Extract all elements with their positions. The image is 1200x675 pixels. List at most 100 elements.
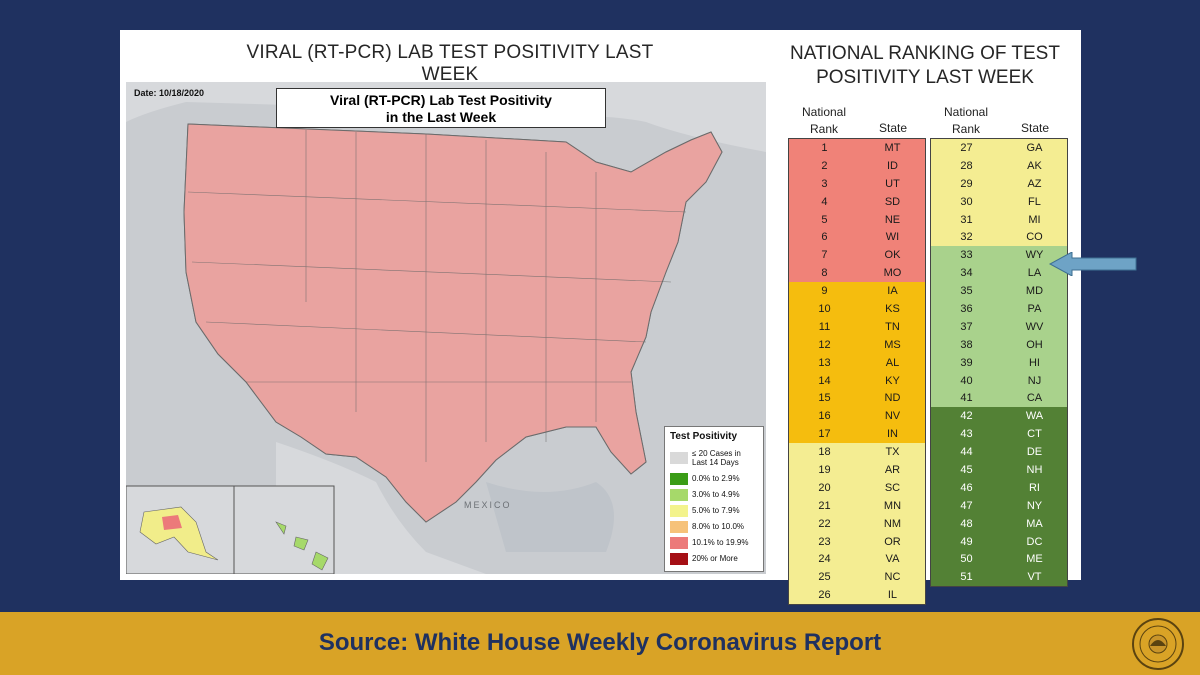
rank-cell: 36 bbox=[960, 302, 973, 315]
state-cell: AR bbox=[884, 463, 901, 476]
ranking-rows: 27 GA 28 AK 29 AZ 30 FL 31 MI 32 CO 33 WY 34 LA 35 MD 36 PA… bbox=[930, 138, 1068, 588]
state-cell: RI bbox=[1028, 481, 1040, 494]
rank-cell: 38 bbox=[960, 338, 973, 351]
ranking-row: 40 NJ bbox=[931, 371, 1067, 390]
state-cell: MS bbox=[884, 338, 901, 351]
state-cell: MN bbox=[883, 499, 902, 512]
ranking-row: 9 IA bbox=[789, 282, 925, 301]
ranking-row: 44 DE bbox=[931, 443, 1067, 462]
positivity-map: Date: 10/18/2020 Viral (RT-PCR) Lab Test… bbox=[126, 82, 766, 574]
footer-bar: Source: White House Weekly Coronavirus R… bbox=[0, 612, 1200, 675]
legend-label: ≤ 20 Cases in Last 14 Days bbox=[692, 449, 741, 467]
legend-item: ≤ 20 Cases in Last 14 Days bbox=[670, 446, 758, 470]
map-inner-title-line2: in the Last Week bbox=[385, 109, 497, 125]
rank-cell: 2 bbox=[821, 159, 828, 172]
rank-cell: 44 bbox=[960, 446, 973, 459]
legend-item: 0.0% to 2.9% bbox=[670, 471, 758, 486]
rank-cell: 50 bbox=[960, 553, 973, 566]
state-cell: DC bbox=[1026, 535, 1043, 548]
ranking-row: 50 ME bbox=[931, 550, 1067, 569]
ranking-table-right: National Rank State 27 GA 28 AK 29 AZ 30 FL 31 MI… bbox=[930, 104, 1068, 588]
rank-cell: 33 bbox=[960, 249, 973, 262]
ranking-row: 35 MD bbox=[931, 282, 1067, 301]
state-cell: NJ bbox=[1027, 374, 1042, 387]
state-cell: MI bbox=[1028, 213, 1041, 226]
legend-label: 5.0% to 7.9% bbox=[692, 506, 740, 515]
rank-cell: 9 bbox=[821, 285, 828, 298]
content-panel: VIRAL (RT-PCR) LAB TEST POSITIVITY LAST … bbox=[120, 30, 1081, 606]
state-cell: SC bbox=[884, 481, 901, 494]
rank-cell: 47 bbox=[960, 499, 973, 512]
state-cell: WY bbox=[1025, 249, 1044, 262]
ranking-row: 2 ID bbox=[789, 156, 925, 175]
ranking-row: 14 KY bbox=[789, 371, 925, 390]
rank-cell: 48 bbox=[960, 517, 973, 530]
legend-label: 3.0% to 4.9% bbox=[692, 490, 740, 499]
ranking-header: National Rank State bbox=[788, 104, 926, 138]
ranking-row: 42 WA bbox=[931, 407, 1067, 426]
state-cell: VA bbox=[885, 553, 900, 566]
rank-cell: 20 bbox=[818, 481, 831, 494]
state-cell: UT bbox=[885, 177, 900, 190]
state-cell: MO bbox=[883, 267, 902, 280]
state-cell: IL bbox=[887, 589, 898, 602]
rank-cell: 23 bbox=[818, 535, 831, 548]
state-cell: CT bbox=[1027, 428, 1042, 441]
header-state: State bbox=[1020, 121, 1050, 135]
ranking-row: 39 HI bbox=[931, 353, 1067, 372]
rank-cell: 51 bbox=[960, 571, 973, 584]
ranking-row: 4 SD bbox=[789, 192, 925, 211]
rank-cell: 18 bbox=[818, 446, 831, 459]
header-state: State bbox=[878, 121, 908, 135]
state-cell: OH bbox=[1026, 338, 1043, 351]
rank-cell: 13 bbox=[818, 356, 831, 369]
legend-swatch bbox=[670, 452, 688, 464]
state-cell: GA bbox=[1026, 141, 1043, 154]
ranking-row: 32 CO bbox=[931, 228, 1067, 247]
rank-cell: 6 bbox=[821, 231, 828, 244]
state-cell: CO bbox=[1026, 231, 1043, 244]
state-cell: VT bbox=[1027, 571, 1042, 584]
rank-cell: 11 bbox=[818, 320, 831, 333]
state-cell: ND bbox=[884, 392, 901, 405]
rank-cell: 7 bbox=[821, 249, 828, 262]
legend-item: 5.0% to 7.9% bbox=[670, 503, 758, 518]
ranking-row: 49 DC bbox=[931, 532, 1067, 551]
state-cell: MA bbox=[1026, 517, 1043, 530]
ranking-row: 7 OK bbox=[789, 246, 925, 265]
rank-cell: 31 bbox=[960, 213, 973, 226]
ranking-row: 36 PA bbox=[931, 300, 1067, 318]
rank-cell: 32 bbox=[960, 231, 973, 244]
map-legend: Test Positivity ≤ 20 Cases in Last 14 Da… bbox=[664, 426, 764, 572]
state-cell: WV bbox=[1025, 320, 1044, 333]
state-cell: MT bbox=[884, 141, 901, 154]
state-cell: AL bbox=[885, 356, 900, 369]
state-cell: OR bbox=[884, 535, 901, 548]
ranking-row: 24 VA bbox=[789, 550, 925, 569]
ranking-header: National Rank State bbox=[930, 104, 1068, 138]
state-cell: KY bbox=[885, 374, 900, 387]
ranking-row: 18 TX bbox=[789, 443, 925, 462]
legend-label: 8.0% to 10.0% bbox=[692, 522, 745, 531]
ranking-row: 17 IN bbox=[789, 425, 925, 444]
ranking-row: 51 VT bbox=[931, 568, 1067, 587]
state-cell: TX bbox=[885, 446, 900, 459]
legend-swatch bbox=[670, 520, 688, 533]
rank-cell: 8 bbox=[821, 267, 828, 280]
legend-label: 10.1% to 19.9% bbox=[692, 538, 749, 547]
state-cell: ID bbox=[886, 159, 898, 172]
state-cell: ME bbox=[1026, 553, 1043, 566]
rank-cell: 22 bbox=[818, 517, 831, 530]
rank-cell: 29 bbox=[960, 177, 973, 190]
map-date: Date: 10/18/2020 bbox=[134, 88, 205, 98]
ranking-row: 20 SC bbox=[789, 478, 925, 497]
rank-cell: 4 bbox=[821, 195, 828, 208]
ranking-row: 5 NE bbox=[789, 210, 925, 229]
ranking-row: 29 AZ bbox=[931, 174, 1067, 193]
rank-cell: 15 bbox=[818, 392, 831, 405]
ranking-row: 8 MO bbox=[789, 264, 925, 283]
rank-cell: 1 bbox=[821, 141, 828, 154]
rank-cell: 41 bbox=[960, 392, 973, 405]
ranking-row: 21 MN bbox=[789, 496, 925, 515]
rank-cell: 49 bbox=[960, 535, 973, 548]
